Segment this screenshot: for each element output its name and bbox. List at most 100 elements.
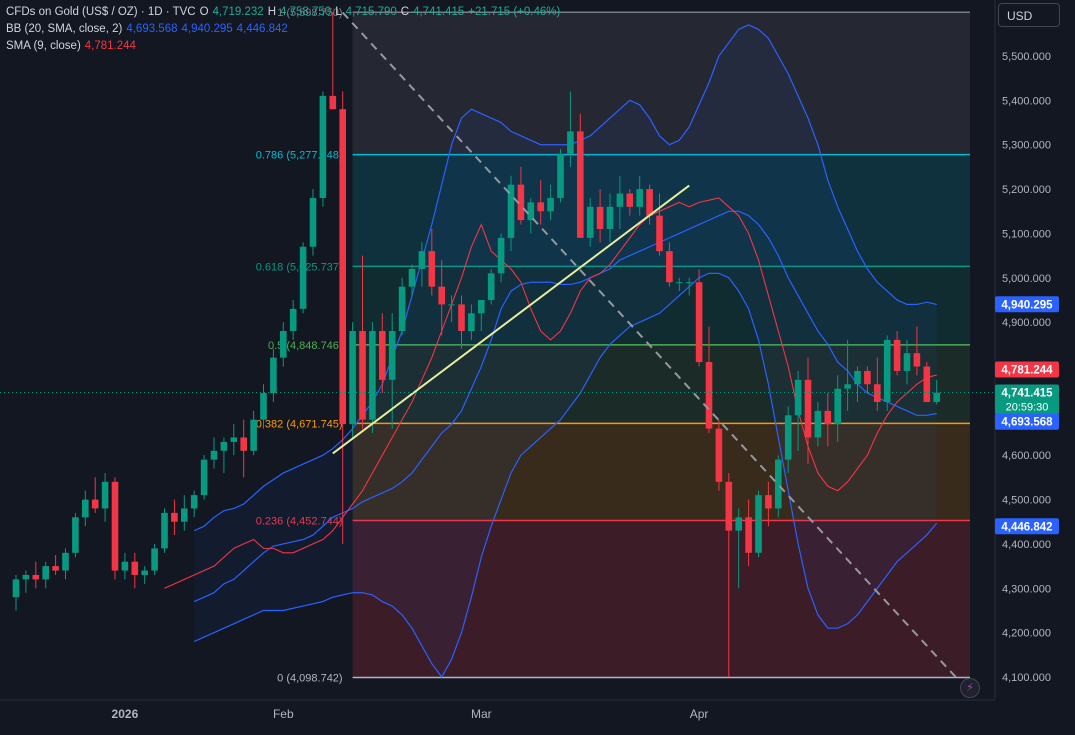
fib-label-0.618: 0.618 (5,025.737) <box>256 261 343 273</box>
y-tick-label: 5,100.000 <box>1002 228 1051 240</box>
candle-body <box>12 579 20 598</box>
candle-body <box>923 366 931 402</box>
candle-body <box>784 415 792 460</box>
candle-body <box>814 410 822 438</box>
candle-body <box>705 362 713 429</box>
candle-body <box>220 441 228 451</box>
badge-bb-basis: 4,693.568 <box>1001 417 1053 429</box>
candle <box>458 295 465 349</box>
badge-bb-basis-bg <box>995 413 1059 430</box>
candle-body <box>577 131 584 238</box>
y-tick-label: 4,300.000 <box>1002 583 1051 595</box>
candle <box>804 357 812 465</box>
candle <box>725 472 733 677</box>
candle-body <box>190 495 198 509</box>
fib-label-0.236: 0.236 (4,452.744) <box>256 516 343 528</box>
candle <box>418 242 426 287</box>
bb-upper-line <box>193 24 937 532</box>
candle-body <box>874 384 881 402</box>
candle-body <box>91 499 99 509</box>
fib-zone-1 <box>352 12 971 155</box>
candle <box>250 410 257 456</box>
candle <box>62 548 69 580</box>
candle-body <box>913 353 921 367</box>
candle <box>121 552 129 580</box>
change-value: +21.715 (+0.46%) <box>468 6 561 18</box>
candle <box>507 175 515 252</box>
high-label: H <box>267 6 277 18</box>
candle-body <box>745 517 752 553</box>
candle-body <box>32 574 40 580</box>
candle <box>577 113 584 238</box>
y-tick-label: 5,400.000 <box>1002 95 1051 107</box>
candle-body <box>596 206 604 229</box>
bb-basis-line <box>193 210 937 603</box>
candle <box>181 495 188 531</box>
candle <box>745 499 752 567</box>
currency-button[interactable]: USD <box>998 3 1060 27</box>
candle <box>913 326 921 376</box>
close-label: C <box>400 6 410 18</box>
candle <box>161 508 168 553</box>
candle <box>814 401 822 447</box>
candle <box>319 91 327 207</box>
candle <box>428 228 436 296</box>
candle-body <box>765 495 772 509</box>
candle <box>299 242 307 314</box>
x-tick-label: Feb <box>273 707 294 721</box>
candle-body <box>893 339 901 371</box>
candle <box>349 322 356 438</box>
legend-symbol-row[interactable]: CFDs on Gold (US$ / OZ) · 1D · TVC O 4,7… <box>6 4 560 21</box>
candle <box>329 12 337 110</box>
candle <box>200 455 208 500</box>
candle-body <box>280 331 287 358</box>
candle-body <box>418 251 426 269</box>
candle-body <box>101 481 109 509</box>
candle <box>101 472 109 522</box>
candle-body <box>715 428 723 482</box>
candle <box>596 189 604 243</box>
candle <box>408 264 416 296</box>
candle <box>557 149 564 203</box>
legend-sma-row[interactable]: SMA (9, close) 4,781.244 <box>6 38 560 55</box>
candle-body <box>289 308 297 332</box>
chart-legend: CFDs on Gold (US$ / OZ) · 1D · TVC O 4,7… <box>6 4 560 55</box>
candle <box>369 322 376 434</box>
candle-body <box>646 189 653 216</box>
candle <box>260 384 267 429</box>
candle <box>626 189 634 216</box>
candle <box>874 357 881 411</box>
candle <box>656 193 663 256</box>
y-tick-label: 4,100.000 <box>1002 672 1051 684</box>
candle <box>715 419 723 491</box>
candle <box>547 184 554 221</box>
candle-body <box>507 184 515 238</box>
candle-body <box>22 574 30 580</box>
symbol-title: CFDs on Gold (US$ / OZ) · 1D · TVC <box>6 6 196 18</box>
badge-bb-lower: 4,446.842 <box>1001 521 1052 533</box>
candle-body <box>844 384 851 389</box>
candle <box>289 299 297 340</box>
legend-bb-row[interactable]: BB (20, SMA, close, 2) 4,693.568 4,940.2… <box>6 21 560 38</box>
candle-body <box>794 379 802 416</box>
candle-body <box>497 237 505 274</box>
candle <box>586 197 594 247</box>
candle <box>141 566 148 584</box>
candle <box>666 242 673 287</box>
y-tick-label: 4,900.000 <box>1002 317 1051 329</box>
lightning-icon[interactable]: ⚡ <box>960 678 980 698</box>
y-tick-label: 5,200.000 <box>1002 184 1051 196</box>
candle-body <box>260 393 267 420</box>
candle <box>567 91 574 167</box>
candle-body <box>319 95 327 198</box>
candle <box>171 499 178 536</box>
candle <box>270 348 277 402</box>
trendline-solid <box>332 184 690 455</box>
candle <box>854 366 861 402</box>
candle <box>32 561 40 589</box>
candle-body <box>82 499 89 518</box>
candle <box>844 339 851 411</box>
candle <box>240 419 247 478</box>
fib-zone-0.382 <box>352 423 971 521</box>
